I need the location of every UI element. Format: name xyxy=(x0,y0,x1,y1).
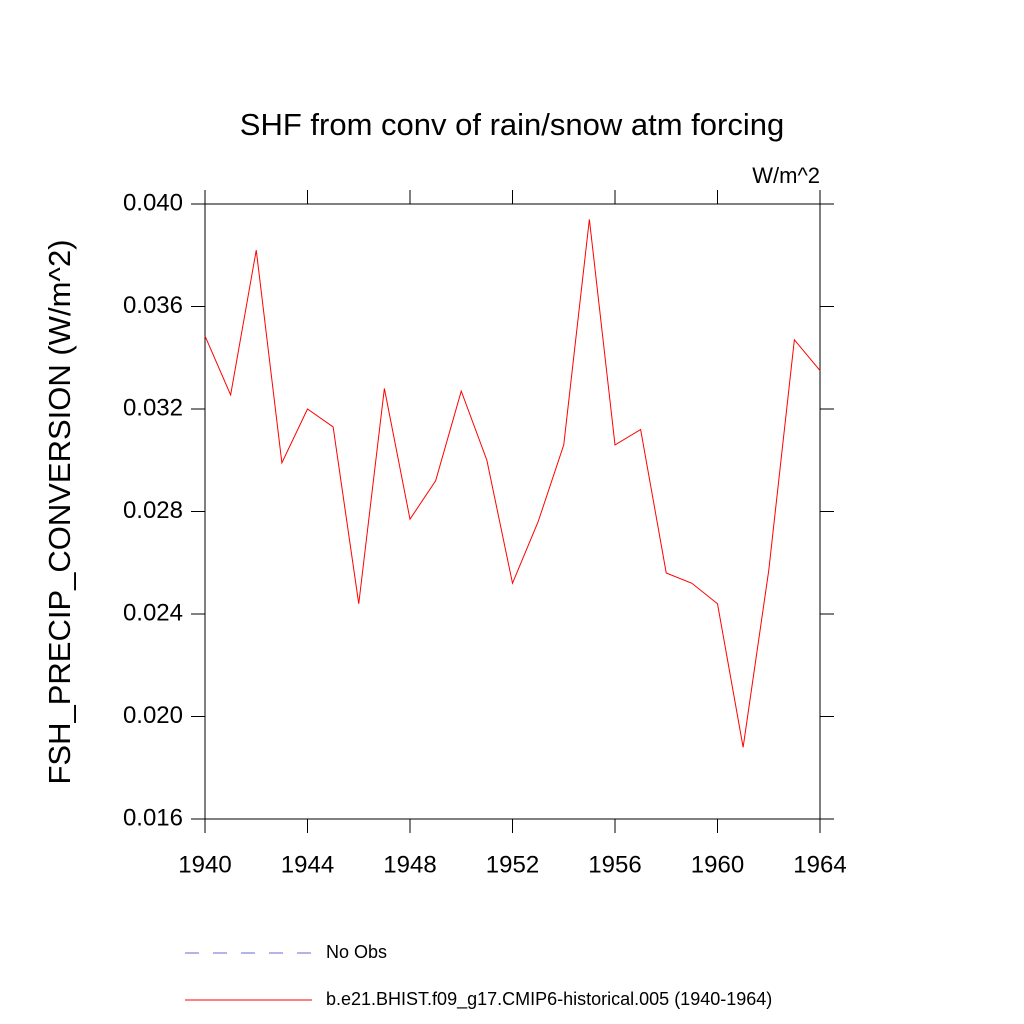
y-tick-label: 0.016 xyxy=(123,804,183,831)
legend-label: No Obs xyxy=(326,942,387,962)
x-tick-label: 1964 xyxy=(793,851,846,878)
y-tick-label: 0.040 xyxy=(123,189,183,216)
chart-title: SHF from conv of rain/snow atm forcing xyxy=(240,107,784,142)
y-axis-label: FSH_PRECIP_CONVERSION (W/m^2) xyxy=(42,239,77,784)
y-tick-label: 0.020 xyxy=(123,702,183,729)
x-tick-label: 1956 xyxy=(588,851,641,878)
x-tick-label: 1960 xyxy=(691,851,744,878)
y-tick-label: 0.032 xyxy=(123,394,183,421)
plot-frame xyxy=(204,203,821,820)
series-line xyxy=(204,219,821,748)
x-tick-label: 1944 xyxy=(281,851,334,878)
x-tick-label: 1940 xyxy=(178,851,231,878)
y-tick-label: 0.028 xyxy=(123,497,183,524)
legend-label: b.e21.BHIST.f09_g17.CMIP6-historical.005… xyxy=(326,989,772,1010)
x-tick-label: 1948 xyxy=(383,851,436,878)
y-tick-label: 0.036 xyxy=(123,292,183,319)
x-tick-label: 1952 xyxy=(486,851,539,878)
y-tick-label: 0.024 xyxy=(123,599,183,626)
units-label: W/m^2 xyxy=(752,163,820,188)
